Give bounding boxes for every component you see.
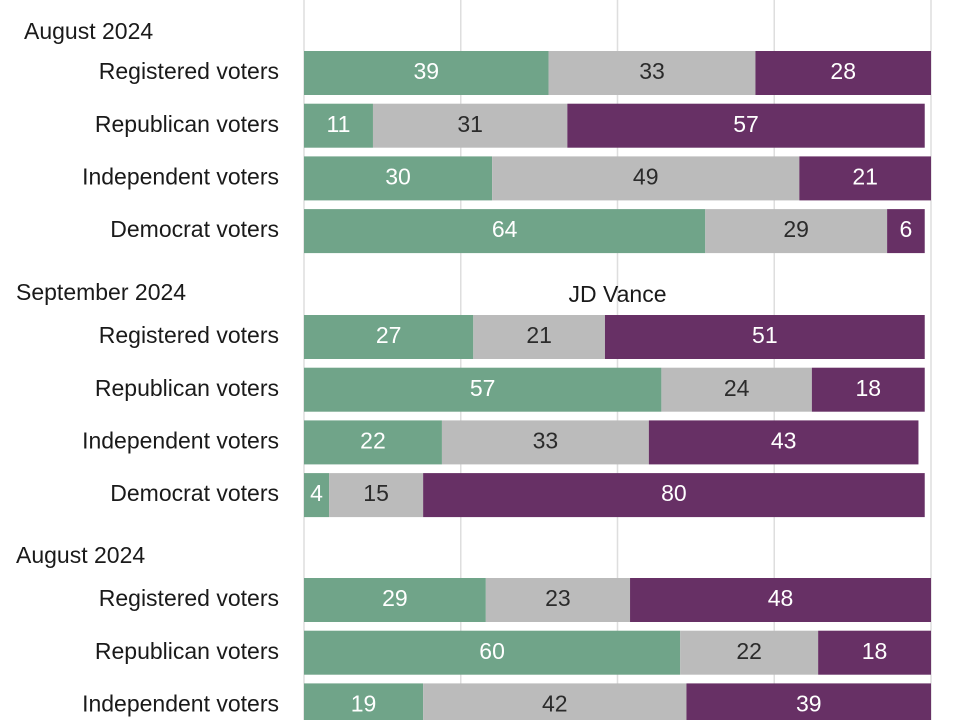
data-label-1-1-1: 24 [724,375,750,401]
bar-segment-0-3-0 [304,209,706,254]
data-label-0-1-2: 57 [733,111,759,137]
row-label-1-1: Republican voters [95,375,279,401]
bar-segment-1-1-1 [661,367,812,412]
bar-segment-0-3-2 [887,209,925,254]
data-label-1-2-2: 43 [771,427,797,453]
bar-segment-1-2-2 [648,420,919,465]
bar-segment-2-1-2 [818,630,931,675]
bar-segment-1-0-2 [604,315,925,359]
bar-segment-0-1-0 [304,103,373,148]
bar-segment-0-2-1 [492,156,800,201]
row-label-2-0: Registered voters [99,585,279,611]
bar-segment-1-3-0 [304,473,330,518]
data-label-0-0-2: 28 [830,58,856,84]
data-label-0-1-0: 11 [327,111,351,137]
bar-segment-2-1-1 [680,630,819,675]
data-label-2-2-0: 19 [351,690,377,716]
data-label-2-1-0: 60 [479,638,505,664]
bar-segment-1-2-1 [441,420,649,465]
bar-segment-2-2-0 [304,683,424,720]
bar-segment-1-3-1 [329,473,424,518]
data-label-0-0-0: 39 [413,58,439,84]
bar-segment-0-0-1 [548,51,756,95]
row-label-0-1: Republican voters [95,111,279,137]
bar-segment-2-0-2 [630,578,931,622]
bar-segment-1-1-2 [811,367,925,412]
bar-segment-2-0-1 [485,578,631,622]
data-label-0-1-1: 31 [457,111,483,137]
bar-segment-0-1-1 [372,103,568,148]
bar-segment-2-2-1 [423,683,687,720]
group-title-0: August 2024 [24,18,153,44]
bar-segment-0-0-0 [304,51,549,95]
bar-segment-1-0-0 [304,315,474,359]
data-label-2-0-2: 48 [768,585,794,611]
data-label-0-0-1: 33 [639,58,665,84]
group-title-2: August 2024 [16,542,145,568]
data-label-1-1-0: 57 [470,375,496,401]
bar-segment-1-2-0 [304,420,442,465]
row-label-2-1: Republican voters [95,638,279,664]
data-label-1-3-1: 15 [363,480,389,506]
data-label-2-1-2: 18 [862,638,888,664]
row-label-1-3: Democrat voters [110,480,279,506]
group-title-1: September 2024 [16,279,186,305]
bar-segment-1-0-1 [473,315,605,359]
bar-segment-0-1-2 [567,103,925,148]
bar-segment-2-0-0 [304,578,486,622]
data-label-1-0-0: 27 [376,322,402,348]
bar-segment-0-0-2 [755,51,931,95]
row-label-0-3: Democrat voters [110,216,279,242]
row-label-1-0: Registered voters [99,322,279,348]
data-label-1-0-1: 21 [526,322,552,348]
data-label-0-2-2: 21 [852,163,878,189]
data-label-0-3-1: 29 [783,216,809,242]
data-label-2-2-2: 39 [796,690,822,716]
data-label-1-3-0: 4 [310,480,323,506]
data-label-0-2-0: 30 [385,163,411,189]
data-label-2-0-0: 29 [382,585,408,611]
bar-segment-0-2-2 [799,156,931,201]
data-label-1-2-0: 22 [360,427,386,453]
data-label-1-3-2: 80 [661,480,687,506]
data-label-2-0-1: 23 [545,585,571,611]
data-label-1-2-1: 33 [533,427,559,453]
group-subtitle-1: JD Vance [568,281,666,307]
data-label-0-2-1: 49 [633,163,659,189]
bar-segment-1-3-2 [423,473,925,518]
data-label-1-1-2: 18 [856,375,882,401]
row-label-0-0: Registered voters [99,58,279,84]
data-label-0-3-2: 6 [900,216,913,242]
row-label-2-2: Independent voters [82,690,279,716]
bar-segment-1-1-0 [304,367,662,412]
row-label-1-2: Independent voters [82,427,279,453]
data-label-0-3-0: 64 [492,216,518,242]
bar-segment-2-1-0 [304,630,681,675]
bar-segment-0-3-1 [705,209,888,254]
bar-segment-2-2-2 [686,683,931,720]
bar-segment-0-2-0 [304,156,493,201]
data-label-2-1-1: 22 [736,638,762,664]
data-label-2-2-1: 42 [542,690,568,716]
row-label-0-2: Independent voters [82,163,279,189]
data-label-1-0-2: 51 [752,322,778,348]
